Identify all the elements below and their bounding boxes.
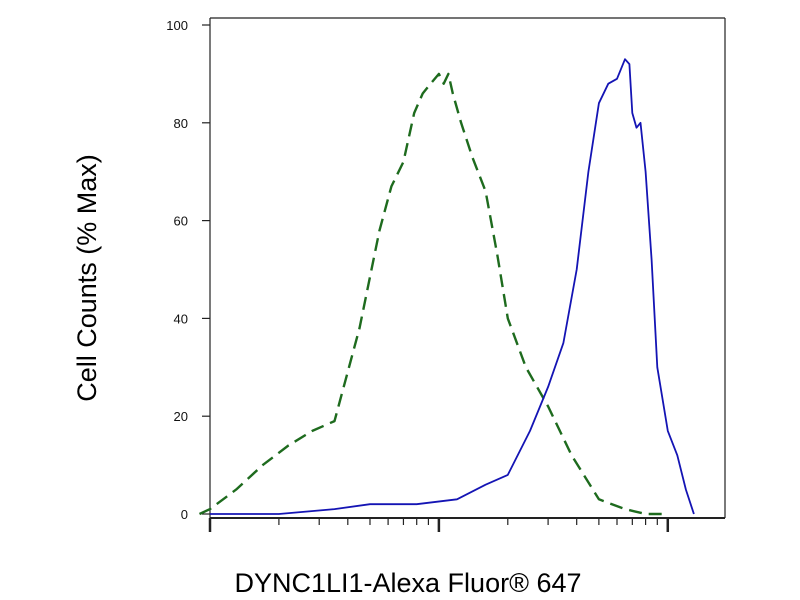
y-axis-title: Cell Counts (% Max) (72, 154, 102, 402)
y-axis-ticks: 0 20 40 60 80 100 (166, 18, 210, 522)
y-tick-label: 20 (174, 409, 188, 424)
x-axis-title: DYNC1LI1-Alexa Fluor® 647 (234, 568, 581, 598)
dashed-histogram-curve (198, 72, 668, 516)
plot-frame (209, 17, 726, 519)
y-tick-label: 100 (166, 18, 188, 33)
y-tick-label: 40 (174, 311, 188, 326)
y-tick-label: 0 (181, 507, 188, 522)
y-tick-label: 60 (174, 214, 188, 229)
solid-histogram-curve (210, 58, 695, 515)
histogram-curves (198, 58, 695, 516)
y-tick-label: 80 (174, 116, 188, 131)
x-axis-ticks (208, 518, 670, 532)
